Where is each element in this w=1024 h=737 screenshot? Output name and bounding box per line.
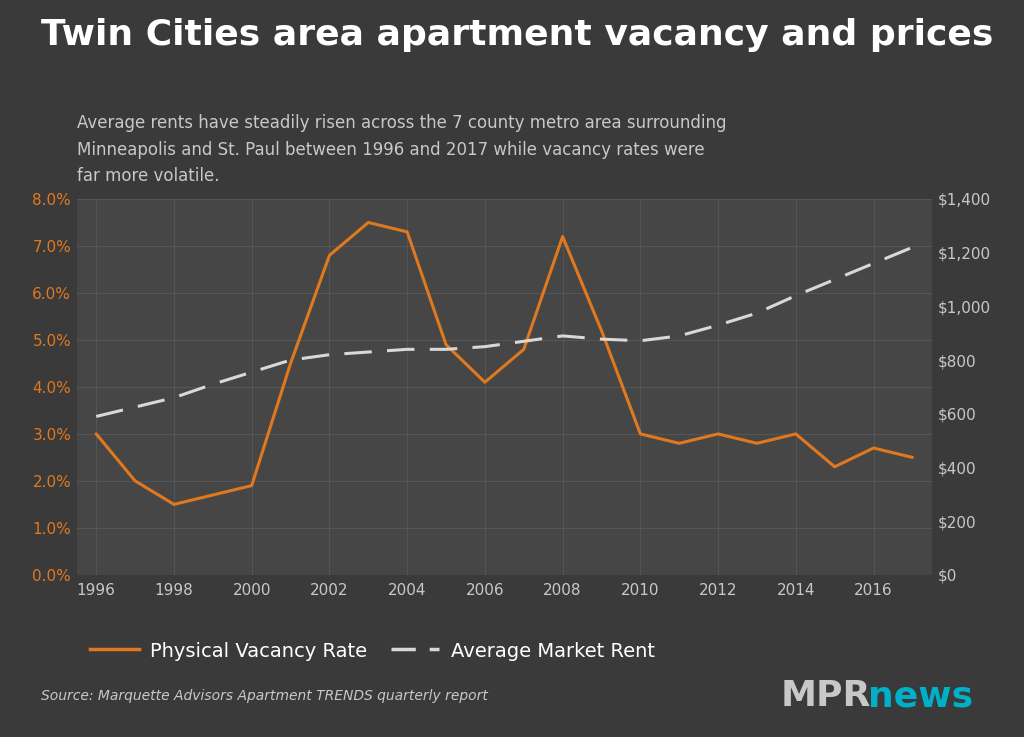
Text: news: news (868, 680, 974, 713)
Text: Source: Marquette Advisors Apartment TRENDS quarterly report: Source: Marquette Advisors Apartment TRE… (41, 690, 487, 703)
Text: Twin Cities area apartment vacancy and prices: Twin Cities area apartment vacancy and p… (41, 18, 993, 52)
Legend: Physical Vacancy Rate, Average Market Rent: Physical Vacancy Rate, Average Market Re… (82, 633, 663, 668)
Text: Average rents have steadily risen across the 7 county metro area surrounding
Min: Average rents have steadily risen across… (77, 114, 726, 185)
Text: MPR: MPR (780, 680, 870, 713)
